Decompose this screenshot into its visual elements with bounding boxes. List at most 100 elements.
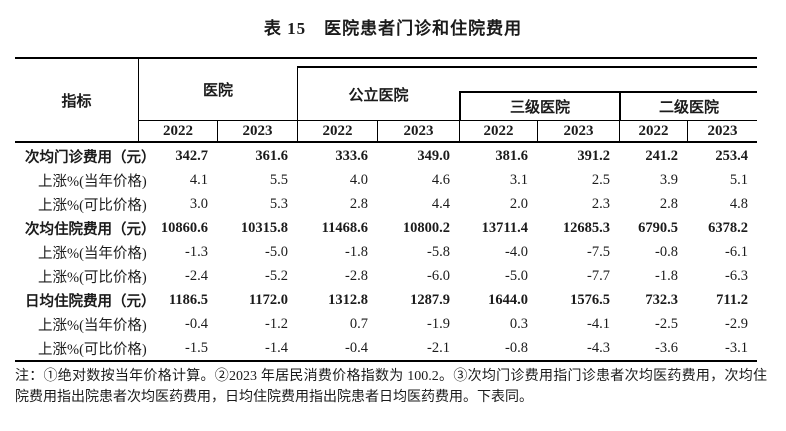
- table-footnote: 注：①绝对数按当年价格计算。②2023 年居民消费价格指数为 100.2。③次均…: [15, 369, 767, 405]
- table-cell: 1172.0: [248, 291, 288, 308]
- table-cell: -5.8: [427, 243, 450, 260]
- table-cell: 1186.5: [168, 291, 208, 308]
- table-row: 上涨%(当年价格) 4.1 5.5 4.0 4.6 3.1 2.5 3.9 5.…: [15, 168, 757, 192]
- header-group-public-hospital: 公立医院: [297, 68, 459, 120]
- table-cell: 732.3: [645, 291, 678, 308]
- table-cell: -3.1: [725, 339, 748, 356]
- table-cell: -7.7: [587, 267, 610, 284]
- table-cell: 361.6: [255, 147, 288, 164]
- table-row: 上涨%(当年价格) -0.4 -1.2 0.7 -1.9 0.3 -4.1 -2…: [15, 312, 757, 336]
- header-year: 2023: [537, 120, 619, 141]
- table-row: 上涨%(可比价格) 3.0 5.3 2.8 4.4 2.0 2.3 2.8 4.…: [15, 192, 757, 216]
- row-label: 上涨%(当年价格): [38, 173, 147, 190]
- table-cell: 10800.2: [402, 219, 450, 236]
- table-cell: 3.0: [189, 195, 208, 212]
- table-cell: 4.4: [431, 195, 450, 212]
- table-cell: -4.1: [587, 315, 610, 332]
- table-header: 指标 医院 公立医院 三级医院 二级医院 2022 2023 2022 2023…: [15, 57, 757, 143]
- table-cell: 4.6: [431, 171, 450, 188]
- table-row: 次均住院费用（元） 10860.6 10315.8 11468.6 10800.…: [15, 216, 757, 240]
- table-cell: -2.9: [725, 315, 748, 332]
- table-cell: -6.3: [725, 267, 748, 284]
- table-cell: 0.3: [509, 315, 528, 332]
- table-row: 上涨%(可比价格) -1.5 -1.4 -0.4 -2.1 -0.8 -4.3 …: [15, 336, 757, 360]
- table-cell: -2.1: [427, 339, 450, 356]
- table-cell: 2.0: [509, 195, 528, 212]
- table-cell: -1.3: [185, 243, 208, 260]
- table-cell: -1.9: [427, 315, 450, 332]
- table-cell: 342.7: [175, 147, 208, 164]
- row-label: 上涨%(当年价格): [38, 317, 147, 334]
- table-cell: 241.2: [645, 147, 678, 164]
- header-subgroup-spacer: [459, 68, 757, 93]
- table-cell: 2.5: [591, 171, 610, 188]
- table-cell: 1312.8: [328, 291, 368, 308]
- header-year: 2023: [377, 120, 459, 141]
- table-cell: 10315.8: [240, 219, 288, 236]
- table-row: 日均住院费用（元） 1186.5 1172.0 1312.8 1287.9 16…: [15, 288, 757, 312]
- table-cell: -4.0: [505, 243, 528, 260]
- table-cell: 13711.4: [481, 219, 528, 236]
- statistics-table: 指标 医院 公立医院 三级医院 二级医院 2022 2023 2022 2023…: [15, 57, 757, 362]
- table-cell: -0.8: [505, 339, 528, 356]
- row-label: 次均住院费用（元）: [25, 221, 156, 238]
- header-group-hospital: 医院: [202, 83, 233, 99]
- table-cell: -4.3: [587, 339, 610, 356]
- table-cell: 4.0: [349, 171, 368, 188]
- table-cell: -6.0: [427, 267, 450, 284]
- table-row: 次均门诊费用（元） 342.7 361.6 333.6 349.0 381.6 …: [15, 144, 757, 168]
- table-cell: 0.7: [349, 315, 368, 332]
- table-cell: 381.6: [495, 147, 528, 164]
- row-label: 上涨%(当年价格): [38, 245, 147, 262]
- table-cell: 2.8: [659, 195, 678, 212]
- table-cell: 5.5: [269, 171, 288, 188]
- row-label: 上涨%(可比价格): [38, 341, 147, 358]
- table-cell: 10860.6: [160, 219, 208, 236]
- table-cell: 6378.2: [708, 219, 748, 236]
- table-cell: 5.1: [729, 171, 748, 188]
- table-cell: 12685.3: [562, 219, 610, 236]
- table-cell: -5.0: [505, 267, 528, 284]
- table-cell: 1287.9: [410, 291, 450, 308]
- header-year: 2022: [619, 120, 687, 141]
- table-cell: 3.9: [659, 171, 678, 188]
- table-cell: 349.0: [417, 147, 450, 164]
- row-label: 次均门诊费用（元）: [25, 149, 156, 166]
- header-public-group-spacer: [297, 59, 757, 68]
- table-cell: -2.5: [655, 315, 678, 332]
- table-cell: -1.8: [345, 243, 368, 260]
- table-cell: 4.8: [729, 195, 748, 212]
- header-year: 2022: [139, 120, 217, 141]
- table-cell: -1.8: [655, 267, 678, 284]
- table-cell: 253.4: [715, 147, 748, 164]
- table-cell: -7.5: [587, 243, 610, 260]
- table-body: 次均门诊费用（元） 342.7 361.6 333.6 349.0 381.6 …: [15, 143, 757, 362]
- header-year: 2022: [459, 120, 537, 141]
- header-group-tertiary-hospital: 三级医院: [459, 93, 619, 120]
- row-label: 日均住院费用（元）: [25, 293, 156, 310]
- header-year: 2023: [217, 120, 297, 141]
- row-label: 上涨%(可比价格): [38, 197, 147, 214]
- table-cell: 391.2: [577, 147, 610, 164]
- row-label: 上涨%(可比价格): [38, 269, 147, 286]
- table-cell: 2.8: [349, 195, 368, 212]
- table-cell: -2.8: [345, 267, 368, 284]
- header-indicator: 指标: [15, 59, 139, 141]
- table-cell: -0.8: [655, 243, 678, 260]
- table-cell: -6.1: [725, 243, 748, 260]
- table-cell: -1.2: [265, 315, 288, 332]
- header-year: 2023: [687, 120, 757, 141]
- table-cell: 1644.0: [488, 291, 528, 308]
- table-cell: 333.6: [335, 147, 368, 164]
- table-cell: -5.0: [265, 243, 288, 260]
- table-cell: 2.3: [591, 195, 610, 212]
- table-cell: -0.4: [185, 315, 208, 332]
- table-cell: 6790.5: [638, 219, 678, 236]
- table-row: 上涨%(可比价格) -2.4 -5.2 -2.8 -6.0 -5.0 -7.7 …: [15, 264, 757, 288]
- table-cell: -0.4: [345, 339, 368, 356]
- header-year: 2022: [297, 120, 377, 141]
- table-cell: -3.6: [655, 339, 678, 356]
- table-cell: 4.1: [189, 171, 208, 188]
- table-row: 上涨%(当年价格) -1.3 -5.0 -1.8 -5.8 -4.0 -7.5 …: [15, 240, 757, 264]
